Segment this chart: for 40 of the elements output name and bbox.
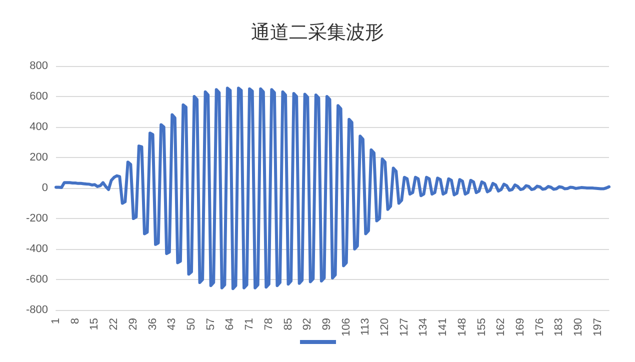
x-tick-label: 106 <box>340 318 352 336</box>
x-tick-label: 57 <box>204 318 217 330</box>
y-tick-label: -200 <box>26 212 48 224</box>
y-tick-label: -800 <box>26 304 48 316</box>
x-tick-label: 176 <box>534 318 546 336</box>
y-tick-label: 0 <box>42 182 48 194</box>
y-tick-label: -600 <box>26 274 48 286</box>
x-tick-label: 120 <box>379 318 392 336</box>
x-tick-label: 92 <box>302 318 314 330</box>
x-tick-label: 1 <box>50 318 62 324</box>
y-tick-label: 800 <box>30 60 48 72</box>
x-tick-label: 148 <box>456 318 468 336</box>
x-tick-label: 113 <box>360 318 372 336</box>
x-tick-label: 64 <box>224 318 236 330</box>
line-series <box>54 86 610 290</box>
x-tick-label: 169 <box>514 318 527 336</box>
x-tick-label: 162 <box>495 318 508 336</box>
x-tick-label: 43 <box>166 318 178 330</box>
x-tick-label: 22 <box>108 318 120 330</box>
x-tick-label: 78 <box>262 318 275 330</box>
y-tick-label: 400 <box>30 121 48 133</box>
x-tick-label: 127 <box>398 318 410 336</box>
x-tick-label: 134 <box>418 318 430 336</box>
x-tick-label: 155 <box>476 318 488 336</box>
y-tick-label: 600 <box>30 90 48 102</box>
x-tick-label: 197 <box>592 318 604 336</box>
x-tick-label: 141 <box>437 318 450 336</box>
chart-title: 通道二采集波形 <box>251 22 384 44</box>
x-tick-label: 183 <box>553 318 566 336</box>
y-tick-label: -400 <box>26 243 48 255</box>
x-tick-label: 36 <box>146 318 159 330</box>
x-tick-label: 99 <box>320 318 333 330</box>
x-tick-label: 8 <box>69 318 82 324</box>
x-tick-label: 29 <box>127 318 140 330</box>
x-tick-label: 85 <box>282 318 294 330</box>
y-tick-label: 200 <box>30 152 48 164</box>
x-tick-label: 15 <box>88 318 101 330</box>
x-tick-label: 71 <box>244 318 256 330</box>
x-tick-label: 190 <box>572 318 585 336</box>
x-tick-label: 50 <box>185 318 198 330</box>
